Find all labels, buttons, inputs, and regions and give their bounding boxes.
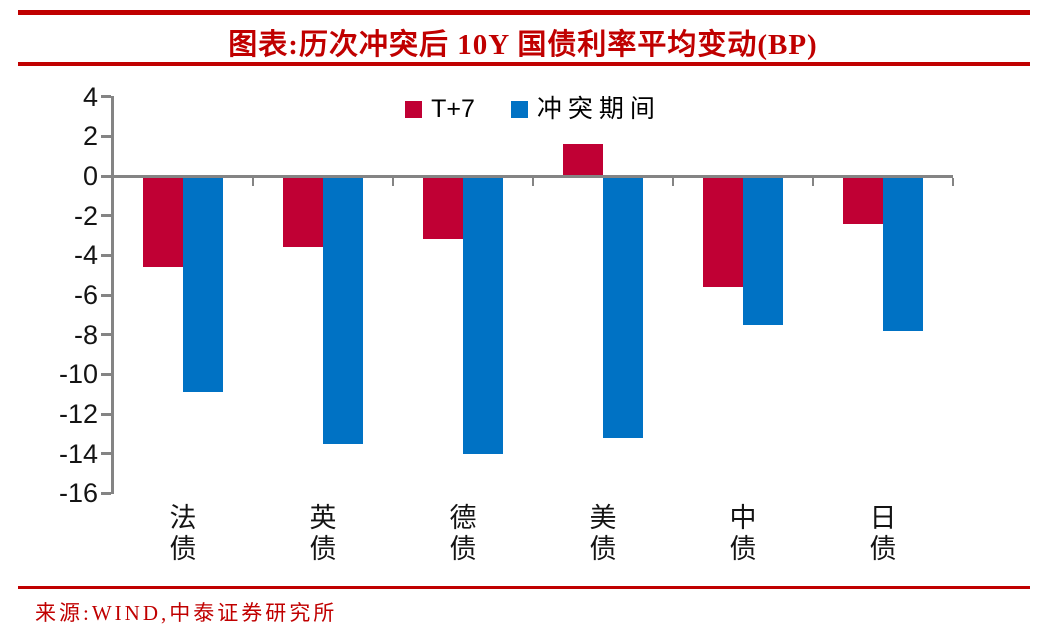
x-axis-label-德债: 德债 xyxy=(449,503,477,564)
y-axis-tick-label: -12 xyxy=(58,399,98,430)
legend-label-conflict: 冲突期间 xyxy=(536,95,661,123)
x-axis-boundary-tick xyxy=(952,177,954,186)
x-axis-label-中债: 中债 xyxy=(729,503,757,564)
y-axis-tick xyxy=(101,293,111,297)
legend-item-t7: T+7 xyxy=(405,95,475,123)
y-axis-tick-label: -8 xyxy=(73,319,98,350)
bar-冲突期间-日债 xyxy=(883,176,923,331)
y-axis-tick-label: 0 xyxy=(82,161,98,191)
bar-冲突期间-美债 xyxy=(603,176,643,438)
y-axis-tick-label: -10 xyxy=(58,359,98,390)
chart-title: 图表:历次冲突后 10Y 国债利率平均变动(BP) xyxy=(228,29,818,61)
legend-item-conflict: 冲突期间 xyxy=(510,95,661,123)
y-axis-tick xyxy=(101,95,111,99)
title-underline-rule xyxy=(18,62,1030,66)
x-axis-boundary-tick xyxy=(252,177,254,186)
y-axis-tick xyxy=(101,491,111,495)
y-axis-tick-label: -6 xyxy=(73,280,98,311)
x-axis-label-法债: 法债 xyxy=(169,503,197,564)
bar-T+7-美债 xyxy=(563,144,603,176)
x-axis-label-英债: 英债 xyxy=(309,503,337,564)
bar-T+7-德债 xyxy=(423,176,463,240)
legend-swatch-conflict xyxy=(510,100,528,118)
y-axis-tick xyxy=(101,253,111,257)
bar-冲突期间-德债 xyxy=(463,176,503,454)
y-axis-tick-label: -2 xyxy=(73,200,98,231)
y-axis-tick-label: 4 xyxy=(82,81,98,112)
y-axis-tick-label: 2 xyxy=(82,121,98,152)
y-axis-tick xyxy=(101,333,111,337)
y-axis-tick xyxy=(101,412,111,416)
x-axis-boundary-tick xyxy=(672,177,674,186)
bottom-rule xyxy=(18,586,1030,589)
legend-label-t7: T+7 xyxy=(431,95,475,123)
y-axis-tick xyxy=(101,174,111,178)
y-axis-tick xyxy=(101,372,111,376)
bar-冲突期间-英债 xyxy=(323,176,363,444)
bar-冲突期间-中债 xyxy=(743,176,783,325)
x-axis-boundary-tick xyxy=(812,177,814,186)
y-axis-tick xyxy=(101,214,111,218)
x-axis-boundary-tick xyxy=(392,177,394,186)
y-axis-line xyxy=(111,96,114,494)
bar-T+7-中债 xyxy=(703,176,743,288)
bar-T+7-法债 xyxy=(143,176,183,268)
top-rule xyxy=(18,10,1030,15)
legend-swatch-t7 xyxy=(405,100,423,118)
chart-legend: T+7 冲突期间 xyxy=(113,94,953,124)
source-note: 来源:WIND,中泰证券研究所 xyxy=(35,601,338,625)
bar-T+7-英债 xyxy=(283,176,323,248)
y-axis-tick xyxy=(101,452,111,456)
y-axis-tick xyxy=(101,134,111,138)
y-axis-tick-label: -14 xyxy=(58,438,98,469)
x-axis-label-美债: 美债 xyxy=(589,503,617,564)
x-axis-boundary-tick xyxy=(532,177,534,186)
zero-baseline xyxy=(113,174,953,178)
y-axis-tick-label: -4 xyxy=(73,240,98,271)
x-axis-label-日债: 日债 xyxy=(869,503,897,564)
bar-冲突期间-法债 xyxy=(183,176,223,393)
bar-T+7-日债 xyxy=(843,176,883,224)
y-axis-tick-label: -16 xyxy=(58,478,98,509)
